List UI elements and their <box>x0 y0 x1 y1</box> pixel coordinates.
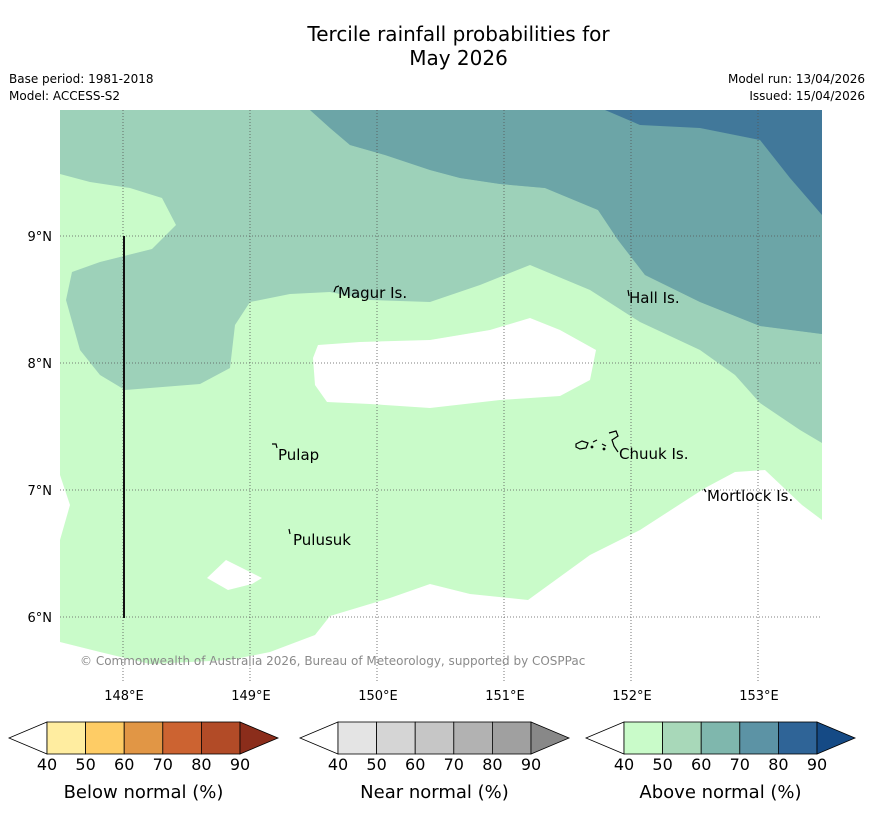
meta-right: Model run: 13/04/2026 Issued: 15/04/2026 <box>728 71 865 105</box>
colorbar-under-triangle <box>584 721 625 755</box>
label-magur: Magur Is. <box>338 284 407 302</box>
colorbar-swatch <box>162 721 202 755</box>
colorbar-tick-label: 40 <box>37 755 57 774</box>
lon-label-152: 152°E <box>612 689 652 704</box>
label-hall: Hall Is. <box>629 289 680 307</box>
colorbar-tick-label: 60 <box>405 755 425 774</box>
island-shapes <box>272 285 707 535</box>
label-pulusuk: Pulusuk <box>293 531 351 549</box>
lat-label-7: 7°N <box>28 484 53 499</box>
copyright-text: © Commonwealth of Australia 2026, Bureau… <box>80 654 585 668</box>
colorbar-swatch <box>700 721 741 755</box>
colorbar-3: 40 50 60 70 80 90 Above normal (%) <box>584 721 857 803</box>
colorbars: 40 50 60 70 80 90 Below normal (%) 40 50 60 70 80 90… <box>7 721 857 803</box>
colorbar-swatch <box>739 721 779 755</box>
colorbar-title: Above normal (%) <box>639 782 801 803</box>
title-line-2: May 2026 <box>409 46 508 70</box>
colorbar-tick-label: 70 <box>730 755 750 774</box>
colorbar-title: Below normal (%) <box>64 782 224 803</box>
pulap-coastline <box>272 443 278 449</box>
above-70-region <box>310 110 822 334</box>
colorbar-over-triangle <box>239 721 280 755</box>
no-dominant-notch <box>60 475 70 540</box>
colorbar-swatch <box>337 721 377 755</box>
colorbar-under-triangle <box>298 721 339 755</box>
colorbar-tick-label: 50 <box>366 755 386 774</box>
colorbar-swatch <box>414 721 455 755</box>
lat-label-8: 8°N <box>28 357 53 372</box>
colorbar-tick-label: 90 <box>230 755 250 774</box>
colorbar-tick-label: 40 <box>328 755 348 774</box>
colorbar-tick-label: 50 <box>652 755 672 774</box>
colorbar-tick-label: 90 <box>807 755 827 774</box>
colorbar-tick-label: 70 <box>444 755 464 774</box>
colorbar-over-triangle <box>816 721 857 755</box>
lon-label-149: 149°E <box>231 689 271 704</box>
colorbar-under-triangle <box>7 721 48 755</box>
colorbar-tick-label: 50 <box>75 755 95 774</box>
above-80-region <box>605 110 822 215</box>
lon-label-148: 148°E <box>104 689 144 704</box>
label-chuuk: Chuuk Is. <box>619 445 688 463</box>
model-name: Model: ACCESS-S2 <box>9 89 121 103</box>
colorbar-swatch <box>453 721 493 755</box>
colorbar-tick-label: 80 <box>768 755 788 774</box>
lat-label-9: 9°N <box>28 230 53 245</box>
colorbar-tick-label: 60 <box>691 755 711 774</box>
no-dominant-hole-center <box>313 318 596 408</box>
meta-left: Base period: 1981-2018 Model: ACCESS-S2 <box>9 71 154 105</box>
lon-label-151: 151°E <box>485 689 525 704</box>
title-line-1: Tercile rainfall probabilities for <box>307 22 610 46</box>
colorbar-title: Near normal (%) <box>360 782 509 803</box>
colorbar-swatch <box>85 721 125 755</box>
lon-label-153: 153°E <box>739 689 779 704</box>
colorbar-tick-label: 60 <box>114 755 134 774</box>
lon-label-150: 150°E <box>358 689 398 704</box>
colorbar-tick-label: 40 <box>614 755 634 774</box>
colorbar-swatch <box>662 721 702 755</box>
colorbar-2: 40 50 60 70 80 90 Near normal (%) <box>298 721 571 803</box>
lat-label-6: 6°N <box>28 611 53 626</box>
colorbar-swatch <box>623 721 663 755</box>
lon-axis: 148°E 149°E 150°E 151°E 152°E 153°E <box>104 689 779 704</box>
colorbar-tick-label: 80 <box>482 755 502 774</box>
magur-coastline <box>333 285 340 293</box>
mortlock-coastline <box>703 488 707 493</box>
colorbar-1: 40 50 60 70 80 90 Below normal (%) <box>7 721 280 803</box>
hall-coastline <box>627 289 630 297</box>
issued-date: Issued: 15/04/2026 <box>749 89 865 103</box>
colorbar-swatch <box>123 721 164 755</box>
colorbar-swatch <box>200 721 241 755</box>
map-title: Tercile rainfall probabilities for May 2… <box>0 22 873 70</box>
colorbar-swatch <box>491 721 532 755</box>
colorbar-swatch <box>376 721 416 755</box>
colorbar-swatch <box>778 721 818 755</box>
colorbar-tick-label: 90 <box>521 755 541 774</box>
lat-axis: 9°N 8°N 7°N 6°N <box>28 230 53 626</box>
colorbar-tick-label: 80 <box>191 755 211 774</box>
model-run: Model run: 13/04/2026 <box>727 72 865 86</box>
colorbar-tick-label: 70 <box>153 755 173 774</box>
colorbar-over-triangle <box>530 721 571 755</box>
chuuk-lagoon-shapes <box>575 430 619 453</box>
map-area: Magur Is. Hall Is. Pulap Chuuk Is. Mortl… <box>60 110 822 682</box>
base-period: Base period: 1981-2018 <box>9 72 154 86</box>
colorbar-swatch <box>46 721 86 755</box>
label-mortlock: Mortlock Is. <box>707 487 793 505</box>
pulusuk-coastline <box>288 528 291 535</box>
no-dominant-hole-west <box>207 560 262 590</box>
label-pulap: Pulap <box>278 446 319 464</box>
